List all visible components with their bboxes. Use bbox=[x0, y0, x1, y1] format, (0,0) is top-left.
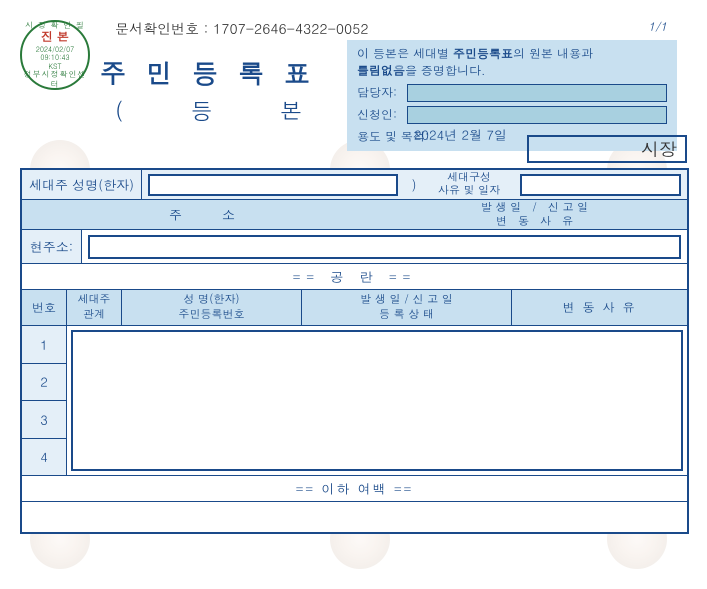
cert-line2a: 틀림없음 bbox=[357, 62, 405, 79]
doc-num-value: 1707-2646-4322-0052 bbox=[213, 18, 368, 38]
cert-line1c: 의 원본 내용과 bbox=[513, 45, 593, 62]
member-header-row: 번호 세대주 관계 성 명(한자) 주민등록번호 발 생 일 / 신 고 일 등… bbox=[22, 290, 687, 326]
stamp-bottom-text: 정부시정확인센터 bbox=[22, 70, 88, 89]
mayor-box: 시장 bbox=[527, 135, 687, 163]
hh-reason-label: 세대구성사유 및 일자 bbox=[424, 172, 514, 196]
members-content bbox=[67, 326, 687, 475]
cert-line2b: 을 증명합니다. bbox=[405, 62, 486, 79]
applicant-field bbox=[407, 106, 667, 124]
stamp-mid-text: 진 본 bbox=[41, 30, 69, 44]
hh-head-name-field bbox=[148, 174, 398, 196]
end-of-content-row: == 이하 여백 == bbox=[22, 476, 687, 502]
household-head-row: 세대주 성명(한자) ) 세대구성사유 및 일자 bbox=[22, 170, 687, 200]
col-date: 발 생 일 / 신 고 일 등 록 상 태 bbox=[302, 290, 512, 325]
blank-row: == 공 란 == bbox=[22, 264, 687, 290]
col-relation: 세대주 관계 bbox=[67, 290, 122, 325]
main-table: 세대주 성명(한자) ) 세대구성사유 및 일자 주소 발 생 일 / 신 고 … bbox=[20, 168, 689, 534]
cert-line1b: 주민등록표 bbox=[453, 45, 513, 62]
officer-label: 담당자: bbox=[357, 84, 407, 101]
issue-date: 2024년 2월 7일 bbox=[414, 125, 507, 144]
address-col-label: 주소 bbox=[22, 205, 382, 224]
hh-reason-field bbox=[520, 174, 681, 196]
members-body: 1 2 3 4 bbox=[22, 326, 687, 476]
member-num-3: 3 bbox=[22, 401, 66, 439]
hh-head-label: 세대주 성명(한자) bbox=[22, 170, 142, 199]
address-right-label: 발 생 일 / 신 고 일변 동 사 유 bbox=[382, 201, 687, 227]
document-title: 주민등록표 bbox=[100, 55, 330, 91]
address-header-row: 주소 발 생 일 / 신 고 일변 동 사 유 bbox=[22, 200, 687, 230]
members-inner-box bbox=[71, 330, 683, 471]
mayor-label: 시장 bbox=[641, 137, 677, 162]
certification-stamp: 시 정 확 인 필 진 본 2024/02/07 09:10:43 KST 정부… bbox=[20, 20, 90, 90]
col-reason: 변 동 사 유 bbox=[512, 290, 687, 325]
current-address-row: 현주소: bbox=[22, 230, 687, 264]
member-num-1: 1 bbox=[22, 326, 66, 364]
current-address-field bbox=[88, 235, 681, 259]
col-number: 번호 bbox=[22, 290, 67, 325]
certification-box: 이 등본은 세대별 주민등록표의 원본 내용과 틀림없음을 증명합니다. 담당자… bbox=[347, 40, 677, 151]
doc-num-label: 문서확인번호 : bbox=[115, 18, 208, 38]
member-numbers: 1 2 3 4 bbox=[22, 326, 67, 475]
empty-row bbox=[22, 502, 687, 532]
officer-field bbox=[407, 84, 667, 102]
cert-line1a: 이 등본은 세대별 bbox=[357, 45, 453, 62]
member-num-2: 2 bbox=[22, 364, 66, 402]
col-name: 성 명(한자) 주민등록번호 bbox=[122, 290, 302, 325]
applicant-label: 신청인: bbox=[357, 106, 407, 123]
member-num-4: 4 bbox=[22, 439, 66, 476]
document-number: 문서확인번호 : 1707-2646-4322-0052 bbox=[115, 18, 369, 38]
current-address-label: 현주소: bbox=[22, 230, 82, 263]
page-number: 1/1 bbox=[648, 18, 667, 35]
hh-paren: ) bbox=[404, 175, 424, 194]
